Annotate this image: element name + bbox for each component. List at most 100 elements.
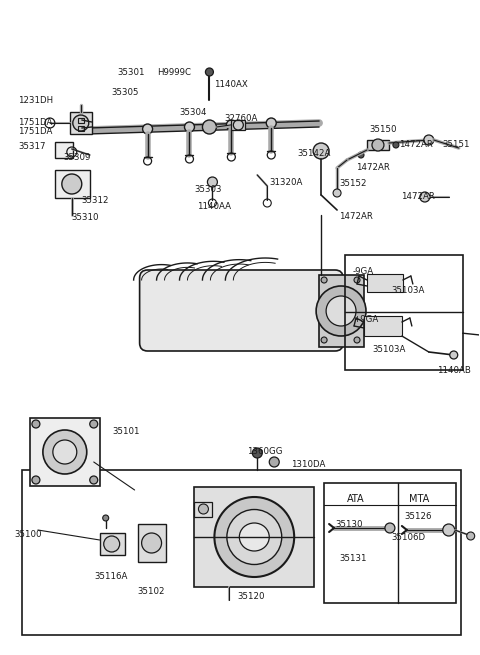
Bar <box>78 126 84 131</box>
Bar <box>367 274 403 292</box>
Text: 35102: 35102 <box>138 587 165 596</box>
Text: 35120: 35120 <box>237 592 265 601</box>
Circle shape <box>393 142 399 148</box>
Bar <box>367 140 389 150</box>
Text: +9GA: +9GA <box>353 315 378 324</box>
Bar <box>194 487 314 587</box>
Text: MTA: MTA <box>409 494 429 504</box>
Circle shape <box>443 524 455 536</box>
Circle shape <box>354 277 360 283</box>
Text: H9999C: H9999C <box>157 68 192 77</box>
Bar <box>22 470 461 635</box>
Circle shape <box>103 515 108 521</box>
Text: 35103A: 35103A <box>372 345 405 354</box>
Circle shape <box>142 533 162 553</box>
Text: 1140AX: 1140AX <box>215 80 248 89</box>
Bar <box>55 142 73 158</box>
Text: 1360GG: 1360GG <box>247 447 283 456</box>
Text: 1472AR: 1472AR <box>356 163 390 172</box>
Text: 1310DA: 1310DA <box>291 460 325 469</box>
Bar <box>319 275 364 347</box>
Circle shape <box>358 152 364 158</box>
Text: 1472AR: 1472AR <box>401 192 435 201</box>
Text: 35301: 35301 <box>118 68 145 77</box>
Circle shape <box>316 286 366 336</box>
Circle shape <box>385 523 395 533</box>
Circle shape <box>450 351 458 359</box>
Circle shape <box>198 504 208 514</box>
Circle shape <box>203 120 216 134</box>
Circle shape <box>321 277 327 283</box>
Bar <box>55 170 90 198</box>
Text: 1751DA: 1751DA <box>18 127 52 136</box>
Circle shape <box>467 532 475 540</box>
Bar <box>364 316 402 336</box>
Text: 35101: 35101 <box>113 427 140 436</box>
Circle shape <box>207 177 217 187</box>
Ellipse shape <box>240 523 269 551</box>
Circle shape <box>313 143 329 159</box>
Ellipse shape <box>215 497 294 577</box>
Text: 35309: 35309 <box>64 153 91 162</box>
Text: ATA: ATA <box>347 494 365 504</box>
Text: 32760A: 32760A <box>224 114 258 123</box>
Text: 1140AA: 1140AA <box>197 202 231 211</box>
Circle shape <box>420 192 430 202</box>
Circle shape <box>143 124 153 134</box>
Circle shape <box>73 115 89 131</box>
Text: 35116A: 35116A <box>95 572 128 581</box>
Bar <box>324 483 456 603</box>
Text: 35317: 35317 <box>18 142 46 151</box>
Bar <box>70 112 92 134</box>
Bar <box>100 533 125 555</box>
Text: 1140AB: 1140AB <box>437 366 471 375</box>
Text: 1751DA: 1751DA <box>18 118 52 127</box>
Text: 35304: 35304 <box>180 108 207 117</box>
Circle shape <box>90 420 98 428</box>
Circle shape <box>62 174 82 194</box>
Circle shape <box>321 337 327 343</box>
Text: 35303: 35303 <box>194 185 222 194</box>
Bar <box>194 502 213 517</box>
Circle shape <box>43 430 87 474</box>
Circle shape <box>333 189 341 197</box>
FancyBboxPatch shape <box>140 270 343 351</box>
Circle shape <box>354 337 360 343</box>
Circle shape <box>326 296 356 326</box>
Bar <box>138 524 166 562</box>
Circle shape <box>104 536 120 552</box>
Text: 35100: 35100 <box>14 530 41 539</box>
Circle shape <box>53 440 77 464</box>
Circle shape <box>32 476 40 484</box>
Text: -9GA: -9GA <box>353 267 374 276</box>
Text: 35126: 35126 <box>405 512 432 521</box>
Bar <box>231 120 245 130</box>
Text: 31320A: 31320A <box>269 178 302 187</box>
Text: 35142A: 35142A <box>297 149 331 158</box>
Circle shape <box>227 120 236 130</box>
Text: 35312: 35312 <box>82 196 109 205</box>
Circle shape <box>269 457 279 467</box>
Bar <box>78 118 84 123</box>
Text: 35310: 35310 <box>72 213 99 222</box>
Text: 1472AR: 1472AR <box>399 140 433 149</box>
Circle shape <box>252 448 262 458</box>
Ellipse shape <box>227 510 282 565</box>
Text: 35130: 35130 <box>335 520 362 529</box>
Text: 1231DH: 1231DH <box>18 96 53 105</box>
Text: 35103A: 35103A <box>391 286 424 295</box>
Text: 35131: 35131 <box>339 554 367 563</box>
Text: 1472AR: 1472AR <box>339 212 373 221</box>
Circle shape <box>205 68 214 76</box>
Text: 35151: 35151 <box>443 140 470 149</box>
Text: 35150: 35150 <box>369 125 396 134</box>
Text: 35305: 35305 <box>112 88 139 97</box>
Circle shape <box>90 476 98 484</box>
Circle shape <box>266 118 276 128</box>
Circle shape <box>32 420 40 428</box>
Bar <box>345 255 463 370</box>
Bar <box>30 418 100 486</box>
Circle shape <box>424 135 434 145</box>
Circle shape <box>372 139 384 151</box>
Text: 35152: 35152 <box>339 179 367 188</box>
